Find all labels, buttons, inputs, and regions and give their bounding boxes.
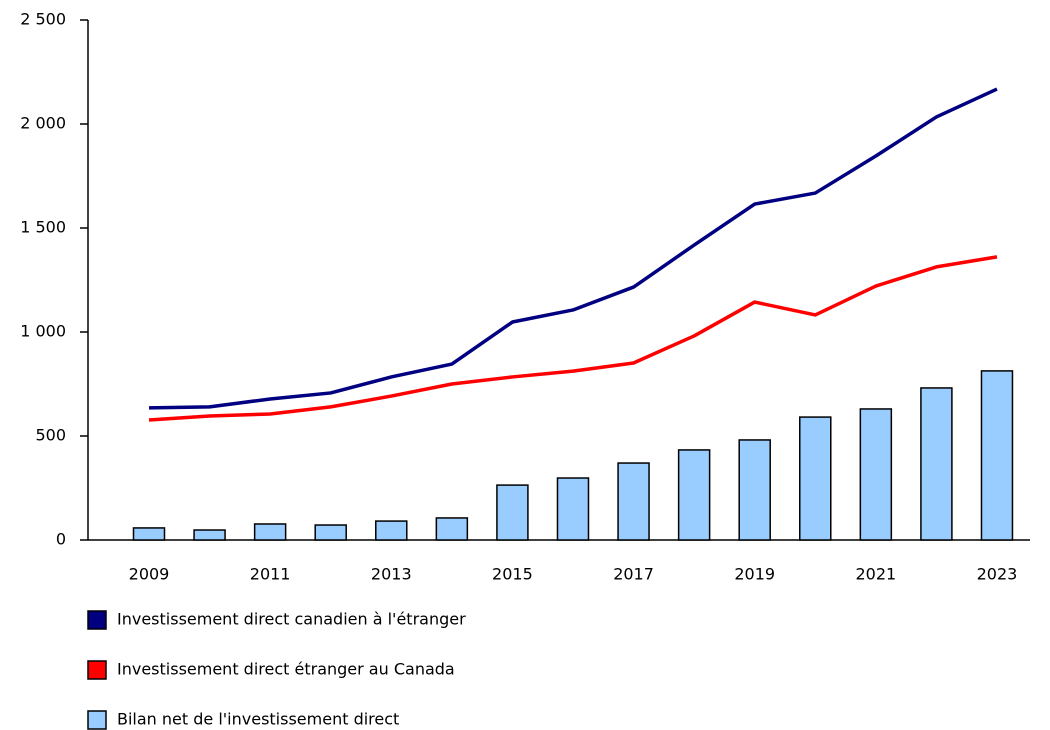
bar bbox=[617, 462, 650, 541]
bar bbox=[193, 529, 226, 541]
bar bbox=[132, 527, 166, 541]
legend-swatch bbox=[87, 610, 107, 630]
bar bbox=[677, 449, 711, 541]
bar bbox=[799, 416, 832, 541]
x-tick-label: 2013 bbox=[371, 565, 412, 584]
x-tick-label: 2009 bbox=[129, 565, 170, 584]
bar bbox=[738, 439, 771, 541]
bar bbox=[253, 523, 287, 541]
legend-label: Investissement direct canadien à l'étran… bbox=[117, 610, 466, 629]
x-tick-label: 2017 bbox=[613, 565, 654, 584]
y-tick-label: 1 000 bbox=[20, 322, 66, 341]
y-tick-label: 1 500 bbox=[20, 218, 66, 237]
y-tick-label: 500 bbox=[35, 426, 66, 445]
bar bbox=[980, 370, 1014, 541]
bar bbox=[859, 408, 893, 541]
line bbox=[148, 255, 998, 422]
bar bbox=[920, 387, 953, 541]
x-tick-label: 2021 bbox=[855, 565, 896, 584]
x-tick-label: 2015 bbox=[492, 565, 533, 584]
x-tick-label: 2019 bbox=[734, 565, 775, 584]
legend-label: Investissement direct étranger au Canada bbox=[117, 660, 455, 679]
legend-swatch bbox=[87, 710, 107, 730]
bar bbox=[556, 477, 590, 541]
legend-swatch bbox=[87, 660, 107, 680]
y-tick-label: 0 bbox=[56, 530, 66, 549]
bar bbox=[375, 520, 408, 541]
bar bbox=[435, 517, 469, 541]
legend-label: Bilan net de l'investissement direct bbox=[117, 710, 399, 729]
y-tick-label: 2 000 bbox=[20, 114, 66, 133]
line bbox=[148, 87, 998, 410]
x-tick-label: 2023 bbox=[977, 565, 1018, 584]
x-tick-label: 2011 bbox=[250, 565, 291, 584]
bar bbox=[314, 524, 347, 541]
bar bbox=[496, 484, 529, 541]
y-tick-label: 2 500 bbox=[20, 10, 66, 29]
